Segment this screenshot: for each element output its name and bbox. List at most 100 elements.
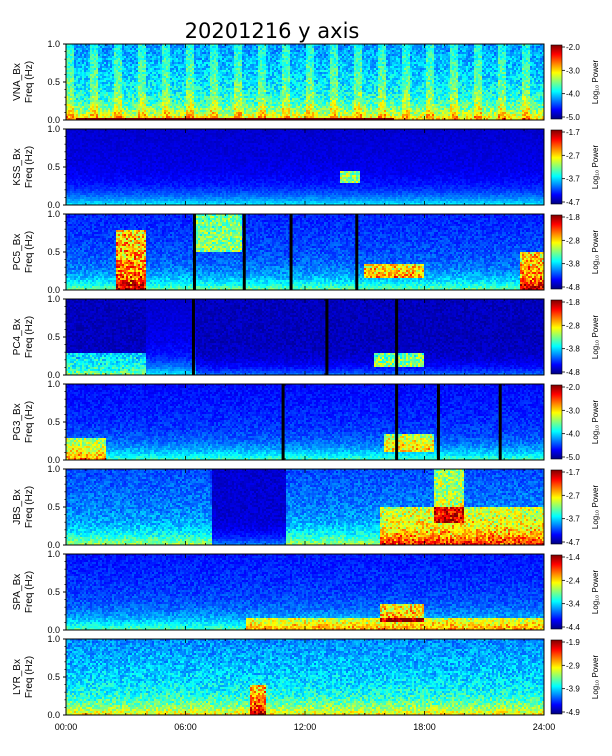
colorbar-spa [550,554,563,630]
data-gap [498,384,502,460]
data-gap [395,384,399,460]
colorbar-tick-label: -3.0 [566,66,580,75]
colorbar-tick-label: -3.9 [566,685,580,694]
y-tick-label: 1.0 [47,124,60,134]
data-gap [436,384,440,460]
spectrogram-jbs [66,469,544,545]
data-gap [192,214,196,290]
y-tick-label: 0.5 [47,587,60,597]
station-label: LYR_Bx [12,659,23,695]
y-tick-label: 0.0 [47,115,60,125]
spectrogram-lyr [66,639,544,715]
colorbar-tick-label: -4.4 [566,623,580,632]
colorbar-vna [550,44,563,120]
freq-axis-label: Freq (Hz) [24,571,35,613]
spectrogram-spa [66,554,544,630]
data-gap [289,214,293,290]
station-label: PC5_Bx [12,234,23,271]
colorbar-tick-label: -4.0 [566,430,580,439]
panel-pg3: 0.0 0.5 1.0 PG3_Bx Freq (Hz) -2.0 -3.0 -4.0 -5.0… [12,379,600,465]
colorbar-tick-label: -2.0 [566,43,580,52]
colorbar-tick-label: -1.4 [566,553,580,562]
y-tick-label: 0.5 [47,162,60,172]
colorbar-label: Log₁₀ Power [591,230,600,275]
station-label: JBS_Bx [12,489,23,525]
y-tick-label: 0.0 [47,455,60,465]
y-tick-label: 1.0 [47,464,60,474]
station-label: PC4_Bx [12,319,23,356]
colorbar-tick-label: -2.7 [566,491,580,500]
colorbar-label: Log₁₀ Power [591,145,600,190]
freq-axis-label: Freq (Hz) [24,401,35,443]
station-label: KSS_Bx [12,148,23,185]
freq-axis-label: Freq (Hz) [24,61,35,103]
y-tick-label: 1.0 [47,634,60,644]
y-tick-label: 0.5 [47,247,60,257]
colorbar-label: Log₁₀ Power [591,570,600,615]
colorbar-pc4 [550,299,563,375]
colorbar-tick-label: -3.4 [566,600,580,609]
colorbar-label: Log₁₀ Power [591,655,600,700]
y-tick-label: 0.0 [47,370,60,380]
colorbar-label: Log₁₀ Power [591,315,600,360]
figure-title: 20201216 y axis [185,19,360,43]
y-tick-label: 1.0 [47,294,60,304]
colorbar-tick-label: -2.9 [566,661,580,670]
x-tick-label: 12:00 [294,722,317,732]
y-tick-label: 1.0 [47,379,60,389]
freq-axis-label: Freq (Hz) [24,231,35,273]
x-tick-label: 18:00 [413,722,436,732]
colorbar-pc5 [550,214,563,290]
y-tick-label: 0.5 [47,672,60,682]
colorbar-tick-label: -5.0 [566,113,580,122]
y-tick-label: 0.5 [47,502,60,512]
station-label: PG3_Bx [12,403,23,440]
colorbar-kss [550,129,563,205]
y-tick-label: 0.5 [47,417,60,427]
data-gap [242,214,246,290]
colorbar-tick-label: -4.7 [566,538,580,547]
colorbar-tick-label: -1.8 [566,213,580,222]
colorbar-tick-label: -5.0 [566,453,580,462]
panel-pc5: 0.0 0.5 1.0 PC5_Bx Freq (Hz) -1.8 -2.8 -3.8 -4.8… [12,209,600,295]
panel-vna: 0.0 0.5 1.0 VNA_Bx Freq (Hz) -2.0 -3.0 -4.0 -5.0… [12,39,600,125]
y-tick-label: 0.5 [47,77,60,87]
panel-jbs: 0.0 0.5 1.0 JBS_Bx Freq (Hz) -1.7 -2.7 -3.7 -4.7… [12,464,600,550]
spectrogram-pc4 [66,299,544,375]
colorbar-tick-label: -1.8 [566,298,580,307]
colorbar-label: Log₁₀ Power [591,60,600,105]
colorbar-label: Log₁₀ Power [591,485,600,530]
panel-pc4: 0.0 0.5 1.0 PC4_Bx Freq (Hz) -1.8 -2.8 -3.8 -4.8… [12,294,600,380]
freq-axis-label: Freq (Hz) [24,316,35,358]
colorbar-tick-label: -3.0 [566,406,580,415]
y-tick-label: 0.0 [47,540,60,550]
y-tick-label: 1.0 [47,209,60,219]
colorbar-tick-label: -2.4 [566,576,580,585]
colorbar-tick-label: -4.8 [566,283,580,292]
y-tick-label: 0.0 [47,625,60,635]
colorbar-tick-label: -3.7 [566,175,580,184]
colorbar-pg3 [550,384,563,460]
y-tick-label: 0.0 [47,285,60,295]
colorbar-tick-label: -4.8 [566,368,580,377]
colorbar-tick-label: -2.8 [566,236,580,245]
colorbar-tick-label: -4.9 [566,708,580,717]
colorbar-tick-label: -2.8 [566,321,580,330]
data-gap [355,214,359,290]
colorbar-tick-label: -3.8 [566,345,580,354]
spectrogram-vna [66,44,544,120]
freq-axis-label: Freq (Hz) [24,146,35,188]
station-label: VNA_Bx [12,63,23,101]
freq-axis-label: Freq (Hz) [24,656,35,698]
spectrogram-pc5 [66,214,544,290]
data-gap [395,299,399,375]
x-tick-label: 06:00 [174,722,197,732]
colorbar-tick-label: -2.0 [566,383,580,392]
colorbar-tick-label: -3.8 [566,260,580,269]
colorbar-tick-label: -4.7 [566,198,580,207]
y-tick-label: 0.0 [47,200,60,210]
colorbar-tick-label: -1.7 [566,468,580,477]
panel-kss: 0.0 0.5 1.0 KSS_Bx Freq (Hz) -1.7 -2.7 -3.7 -4.7… [12,124,600,210]
